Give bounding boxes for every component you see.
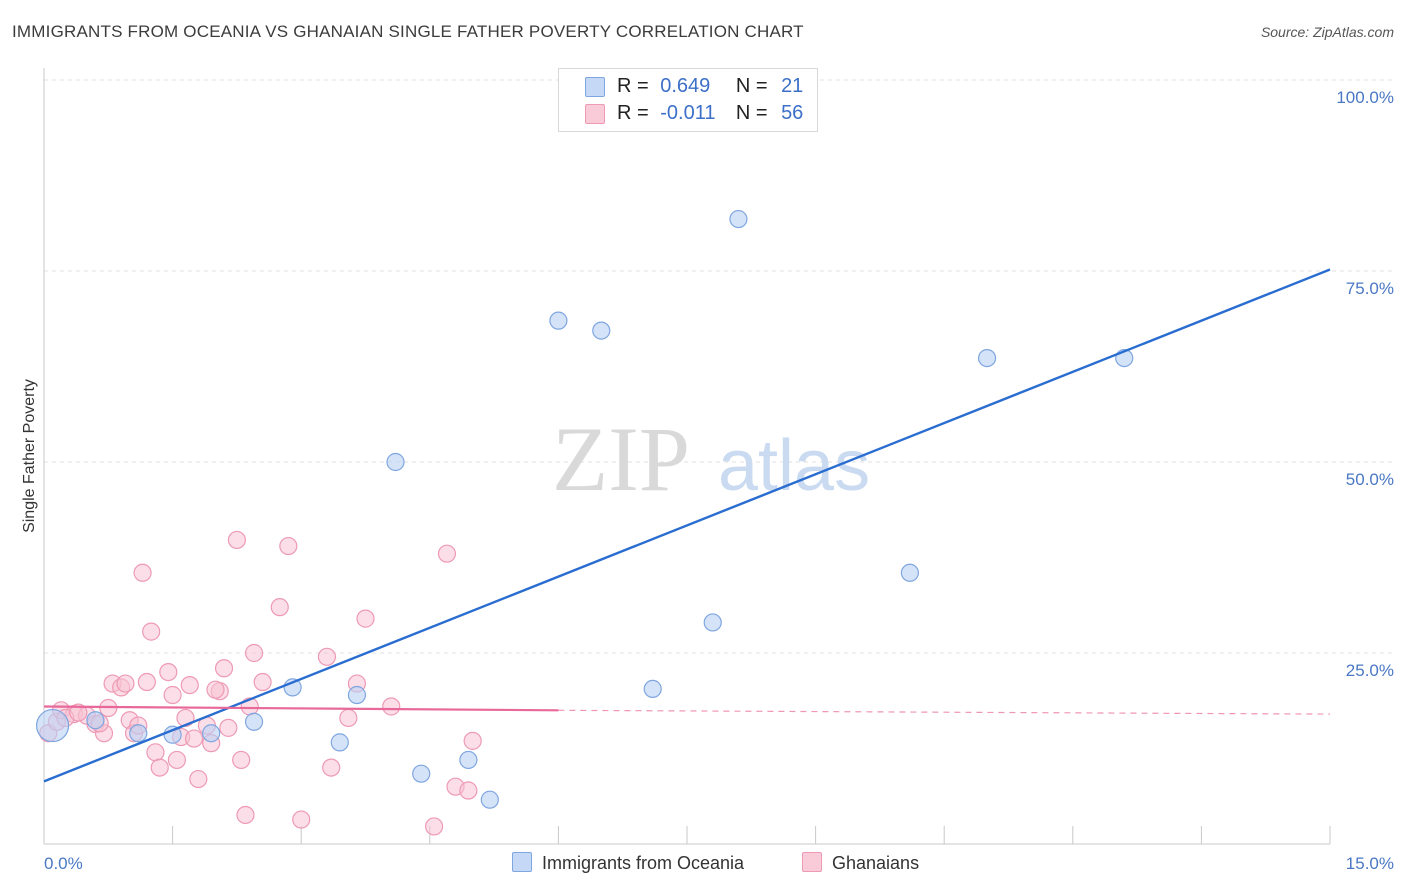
series-swatch-oceania: [512, 852, 532, 872]
series-legend-oceania: Immigrants from Oceania: [512, 852, 744, 874]
ghanaians-point: [463, 731, 482, 750]
ghanaians-point: [270, 598, 289, 617]
legend-r-label: R =: [617, 75, 649, 97]
legend-n-label: N =: [735, 102, 768, 124]
source-label: Source: ZipAtlas.com: [1260, 24, 1394, 40]
oceania-point: [703, 613, 722, 632]
ghanaians-point: [214, 659, 234, 678]
ghanaians-point: [146, 743, 165, 762]
legend-n-label: N =: [735, 75, 768, 97]
ghanaians-trend-extension: [558, 709, 1331, 715]
ghanaians-point: [253, 672, 272, 692]
ghanaians-point: [356, 609, 375, 628]
ghanaians-point: [133, 563, 152, 582]
oceania-point: [549, 311, 568, 330]
oceania-point: [412, 764, 431, 783]
x-tick-label-max: 15.0%: [1346, 854, 1394, 873]
oceania-point: [900, 563, 920, 582]
grid-lines: [44, 79, 1394, 654]
ghanaians-point: [322, 758, 341, 777]
ghanaians-point: [339, 708, 358, 728]
oceania-point: [386, 452, 405, 472]
oceania-point: [86, 711, 105, 730]
ghanaians-point: [69, 703, 88, 722]
oceania-point: [480, 790, 499, 809]
oceania-point: [643, 679, 662, 699]
ghanaians-points: [39, 530, 482, 836]
oceania-trend-line: [43, 268, 1331, 783]
oceania-point: [592, 321, 611, 340]
oceania-point: [202, 724, 221, 743]
legend-r-value: -0.011: [660, 102, 716, 124]
ghanaians-point: [236, 805, 255, 825]
legend-r-label: R =: [617, 102, 649, 124]
ghanaians-point: [150, 758, 169, 777]
legend-n-value: 21: [781, 75, 804, 97]
oceania-point: [244, 712, 264, 731]
chart-title: IMMIGRANTS FROM OCEANIA VS GHANAIAN SING…: [12, 22, 804, 41]
series-legend-ghanaians: Ghanaians: [802, 852, 919, 874]
y-tick-labels: 25.0% 50.0% 75.0% 100.0%: [1336, 88, 1394, 680]
legend-swatch-ghanaians: [585, 104, 605, 124]
ghanaians-point: [137, 672, 156, 692]
ghanaians-point: [219, 718, 238, 737]
ghanaians-point: [159, 662, 178, 682]
y-axis-label: Single Father Poverty: [21, 379, 38, 533]
x-tick-label-min: 0.0%: [44, 854, 83, 873]
ghanaians-point: [167, 750, 186, 770]
y-tick-label: 25.0%: [1346, 661, 1394, 680]
oceania-point: [330, 733, 349, 752]
watermark: ZIP atlas: [552, 408, 870, 510]
oceania-point: [129, 724, 148, 743]
ghanaians-point: [206, 680, 225, 699]
oceania-points: [35, 209, 1134, 809]
ghanaians-point: [227, 530, 246, 550]
ghanaians-point: [459, 781, 478, 800]
ghanaians-point: [142, 622, 161, 641]
ghanaians-point: [244, 643, 264, 663]
x-tick-labels: 0.0% 15.0%: [44, 854, 1394, 873]
legend-r-value: 0.649: [660, 75, 711, 97]
ghanaians-point: [116, 674, 135, 693]
ghanaians-trend-line: [43, 705, 559, 712]
ghanaians-point: [317, 647, 337, 666]
series-legend: Immigrants from Oceania Ghanaians: [0, 852, 1406, 878]
oceania-point: [729, 209, 748, 229]
ghanaians-point: [292, 810, 311, 829]
trend-lines: [43, 268, 1331, 783]
oceania-point: [347, 685, 367, 705]
ghanaians-point: [189, 769, 208, 789]
oceania-point: [459, 750, 478, 770]
ghanaians-point: [424, 817, 444, 836]
y-tick-label: 75.0%: [1346, 279, 1394, 298]
ghanaians-point: [437, 544, 457, 563]
series-swatch-ghanaians: [802, 852, 822, 872]
y-tick-label: 100.0%: [1336, 88, 1394, 107]
ghanaians-point: [382, 697, 401, 716]
watermark-zip: ZIP: [552, 408, 690, 510]
watermark-atlas: atlas: [718, 426, 870, 506]
legend-n-value: 56: [781, 102, 804, 124]
x-tick-marks: [172, 826, 1331, 844]
series-label-ghanaians: Ghanaians: [832, 853, 920, 873]
oceania-point: [977, 348, 997, 368]
ghanaians-point: [180, 675, 199, 695]
ghanaians-point: [232, 750, 251, 770]
ghanaians-point: [279, 536, 298, 556]
legend-swatch-oceania: [585, 77, 605, 97]
oceania-point: [35, 708, 70, 743]
series-label-oceania: Immigrants from Oceania: [542, 853, 745, 873]
ghanaians-point: [163, 685, 182, 705]
y-tick-label: 50.0%: [1346, 470, 1394, 489]
ghanaians-point: [184, 729, 204, 748]
correlation-legend: R = 0.649 N = 21 R = -0.011 N = 56: [558, 68, 818, 132]
